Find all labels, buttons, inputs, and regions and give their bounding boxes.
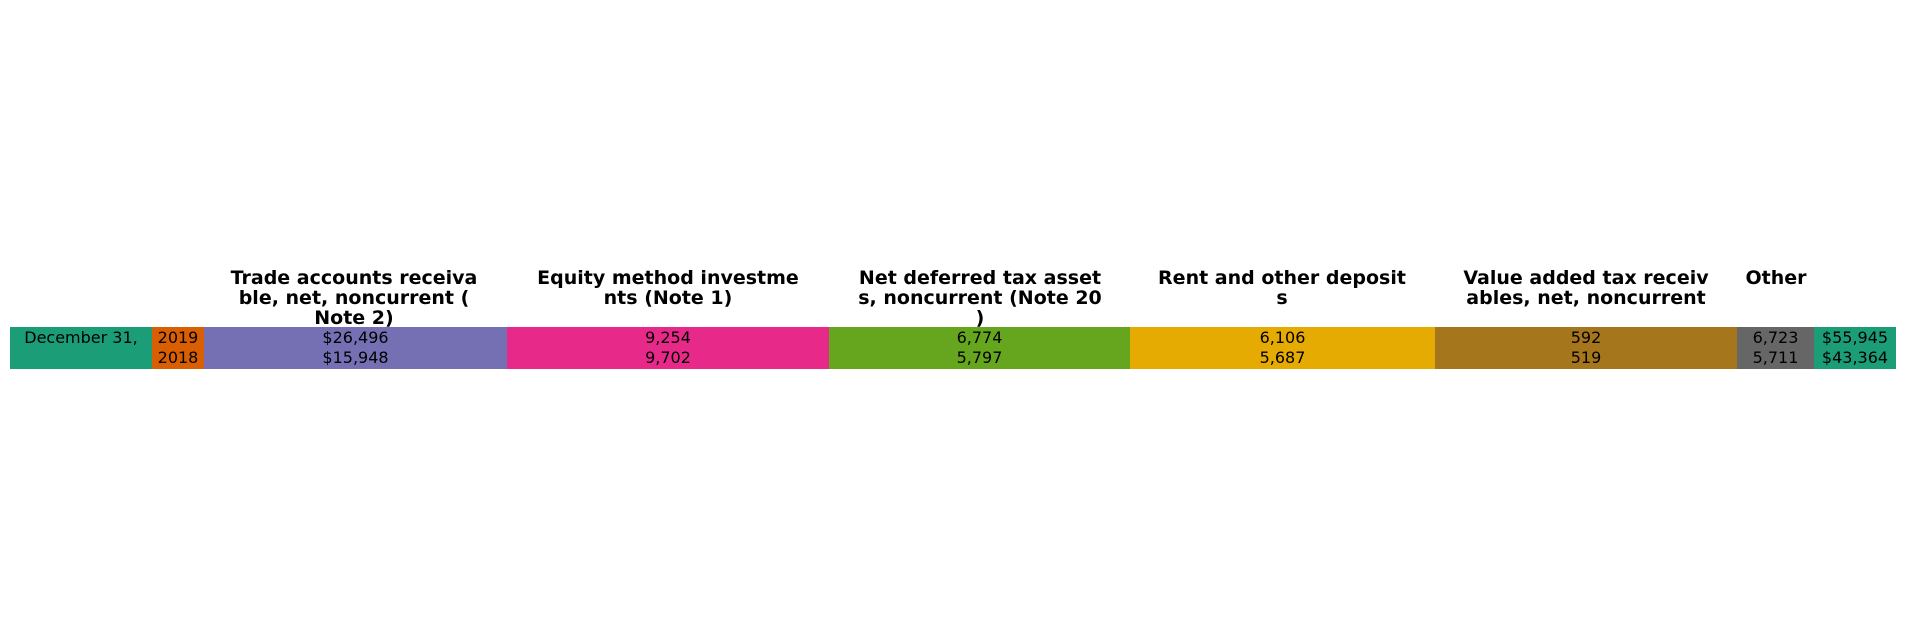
other-2018: 5,711: [1752, 348, 1799, 367]
header-deferred: Net deferred tax asset s, noncurrent (No…: [858, 267, 1102, 329]
other-cell: 6,723 5,711: [1737, 327, 1814, 369]
header-vat: Value added tax receiv ables, net, noncu…: [1463, 267, 1709, 309]
rent-2018: 5,687: [1259, 348, 1306, 367]
equity-2018: 9,702: [645, 348, 691, 367]
year-2019: 2019: [157, 328, 199, 347]
row-label: December 31,: [24, 328, 138, 347]
header-equity: Equity method investme nts (Note 1): [537, 267, 799, 309]
trade-2019: $26,496: [322, 328, 389, 347]
header-trade: Trade accounts receiva ble, net, noncurr…: [230, 267, 478, 329]
vat-2018: 519: [1570, 348, 1602, 367]
rent-2019: 6,106: [1259, 328, 1306, 347]
total-cell: $55,945 $43,364: [1814, 327, 1896, 369]
rent-cell: 6,106 5,687: [1130, 327, 1435, 369]
year-cell: 2019 2018: [152, 327, 204, 369]
total-2019: $55,945: [1821, 328, 1889, 347]
other-2019: 6,723: [1752, 328, 1799, 347]
equity-cell: 9,254 9,702: [507, 327, 829, 369]
equity-2019: 9,254: [645, 328, 691, 347]
deferred-2019: 6,774: [956, 328, 1003, 347]
vat-2019: 592: [1570, 328, 1602, 347]
total-2018: $43,364: [1821, 348, 1889, 367]
row-label-cell: December 31,: [10, 327, 152, 369]
year-2018: 2018: [157, 348, 199, 367]
header-other: Other: [1745, 267, 1807, 289]
vat-cell: 592 519: [1435, 327, 1737, 369]
trade-2018: $15,948: [322, 348, 389, 367]
trade-cell: $26,496 $15,948: [204, 327, 507, 369]
header-rent: Rent and other deposit s: [1158, 267, 1406, 309]
deferred-2018: 5,797: [956, 348, 1003, 367]
deferred-cell: 6,774 5,797: [829, 327, 1130, 369]
